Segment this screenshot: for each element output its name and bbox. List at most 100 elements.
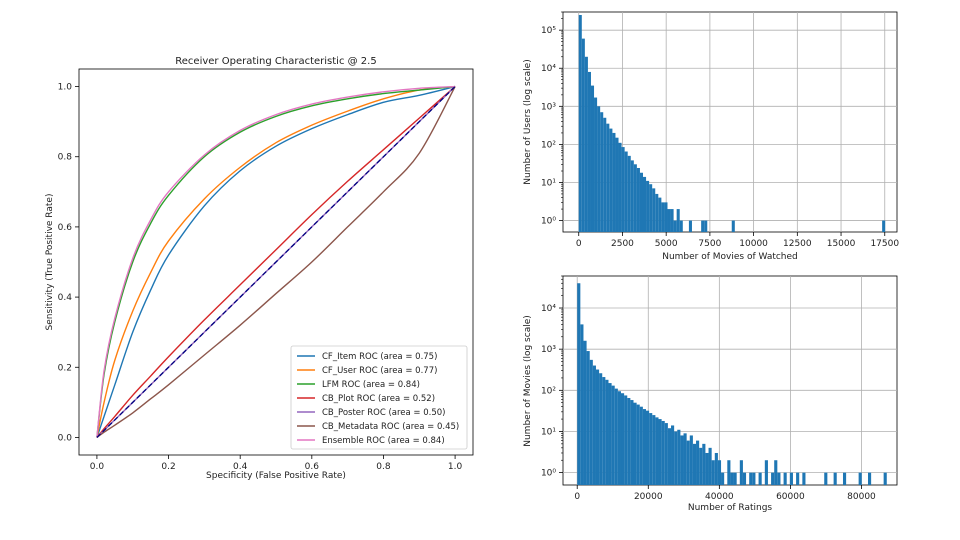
roc-legend: CF_Item ROC (area = 0.75) CF_User ROC (ar…: [290, 345, 468, 450]
hist-bar: [624, 395, 628, 485]
hist-bar: [627, 155, 631, 232]
hist-bar: [621, 147, 625, 232]
hist-bar: [670, 209, 674, 232]
hist-bar: [699, 447, 703, 485]
roc-xtick-label: 0.6: [305, 462, 320, 472]
roc-legend-items: CF_Item ROC (area = 0.75) CF_User ROC (ar…: [297, 352, 459, 446]
hist-bar: [686, 440, 690, 485]
hist-bar: [658, 197, 662, 232]
roc-lines: [96, 85, 456, 439]
hist-bar: [789, 472, 793, 485]
hist-bar: [618, 142, 622, 232]
hist-bar: [676, 209, 680, 232]
ratings-hist-bars: [577, 283, 887, 485]
hist-bar: [627, 398, 631, 485]
hist-bar: [752, 472, 756, 485]
roc-ylabel: Sensitivity (True Positive Rate): [45, 194, 55, 331]
hist-ytick-label: 10⁵: [541, 26, 556, 36]
roc-xtick-label: 1.0: [448, 462, 463, 472]
hist-bar: [742, 472, 747, 485]
hist-xtick-label: 80000: [847, 492, 876, 502]
roc-ytick-label: 0.2: [58, 363, 72, 373]
hist-bar: [727, 460, 731, 485]
hist-bar: [612, 132, 616, 232]
hist-bar: [636, 404, 640, 485]
hist-bar: [883, 472, 887, 485]
hist-ytick-label: 10¹: [541, 427, 556, 437]
hist-bar: [600, 112, 604, 232]
hist-bar: [592, 365, 596, 485]
hist-bar: [649, 413, 653, 485]
roc-ticks: 0.0 0.2 0.4 0.6 0.8 1.0 0.0 0.2 0.4 0.6 0.8 1.0: [58, 83, 463, 472]
users-hist-xlabel: Number of Movies of Watched: [662, 252, 798, 262]
hist-xtick-label: 0: [576, 239, 582, 249]
roc-series-line: [96, 86, 456, 439]
hist-bar: [630, 400, 634, 485]
roc-series-line: [96, 85, 456, 438]
hist-bar: [615, 137, 619, 232]
roc-legend-label: CF_User ROC (area = 0.77): [322, 366, 437, 376]
hist-xtick-label: 7500: [698, 239, 721, 249]
hist-bar: [833, 472, 837, 485]
roc-legend-box: [290, 345, 468, 450]
hist-bar: [664, 423, 668, 485]
hist-bar: [655, 417, 659, 485]
hist-bar: [605, 379, 609, 485]
hist-bar: [652, 415, 656, 485]
hist-xtick-label: 12500: [783, 239, 812, 249]
hist-bar: [620, 393, 625, 485]
hist-bar: [603, 117, 607, 232]
hist-xtick-label: 60000: [776, 492, 805, 502]
hist-bar: [586, 351, 590, 485]
hist-bar: [624, 151, 628, 232]
hist-xtick-label: 0: [574, 492, 580, 502]
hist-bar: [733, 472, 737, 485]
hist-bar: [595, 369, 600, 485]
roc-legend-label: LFM ROC (area = 0.84): [322, 380, 420, 390]
hist-bar: [730, 472, 734, 485]
hist-bar: [777, 472, 781, 485]
hist-bar: [597, 106, 601, 232]
hist-bar: [658, 419, 662, 485]
hist-bar: [646, 410, 650, 485]
hist-bar: [643, 176, 647, 232]
roc-xtick-label: 0.8: [376, 462, 391, 472]
roc-chart: Receiver Operating Characteristic @ 2.5 …: [45, 56, 474, 481]
hist-bar: [771, 472, 775, 485]
hist-ytick-label: 10⁰: [541, 217, 556, 227]
ratings-hist-ticks: 0 20000 40000 60000 80000 10⁰ 10¹ 10² 10³ 10⁴: [541, 275, 876, 502]
roc-legend-label: CB_Plot ROC (area = 0.52): [322, 394, 435, 404]
roc-legend-label: CB_Metadata ROC (area = 0.45): [322, 422, 459, 432]
hist-bar: [661, 202, 665, 232]
hist-bar: [842, 472, 847, 485]
hist-bar: [882, 220, 886, 232]
roc-xtick-label: 0.2: [161, 462, 175, 472]
hist-bar: [739, 460, 743, 485]
hist-bar: [642, 409, 647, 485]
roc-ytick-label: 0.0: [58, 433, 73, 443]
hist-bar: [673, 220, 677, 232]
hist-bar: [701, 220, 705, 232]
hist-bar: [587, 71, 591, 233]
hist-bar: [608, 383, 612, 485]
hist-bar: [705, 452, 709, 485]
hist-bar: [714, 452, 718, 485]
roc-ytick-label: 0.8: [58, 153, 73, 163]
hist-bar: [584, 56, 588, 233]
roc-legend-label: CF_Item ROC (area = 0.75): [322, 352, 437, 362]
hist-ytick-label: 10⁰: [541, 469, 556, 479]
roc-xtick-label: 0.4: [233, 462, 248, 472]
hist-bar: [802, 472, 806, 485]
hist-bar: [609, 128, 613, 232]
hist-ytick-label: 10⁴: [541, 64, 556, 74]
roc-series-line: [96, 85, 456, 438]
hist-bar: [721, 472, 725, 485]
roc-xlabel: Specificity (False Positive Rate): [206, 471, 346, 481]
hist-bar: [680, 435, 684, 485]
hist-bar: [633, 402, 637, 485]
roc-title: Receiver Operating Characteristic @ 2.5: [175, 56, 376, 67]
roc-xtick-label: 0.0: [90, 462, 105, 472]
hist-bar: [671, 425, 675, 485]
hist-bar: [589, 359, 593, 485]
